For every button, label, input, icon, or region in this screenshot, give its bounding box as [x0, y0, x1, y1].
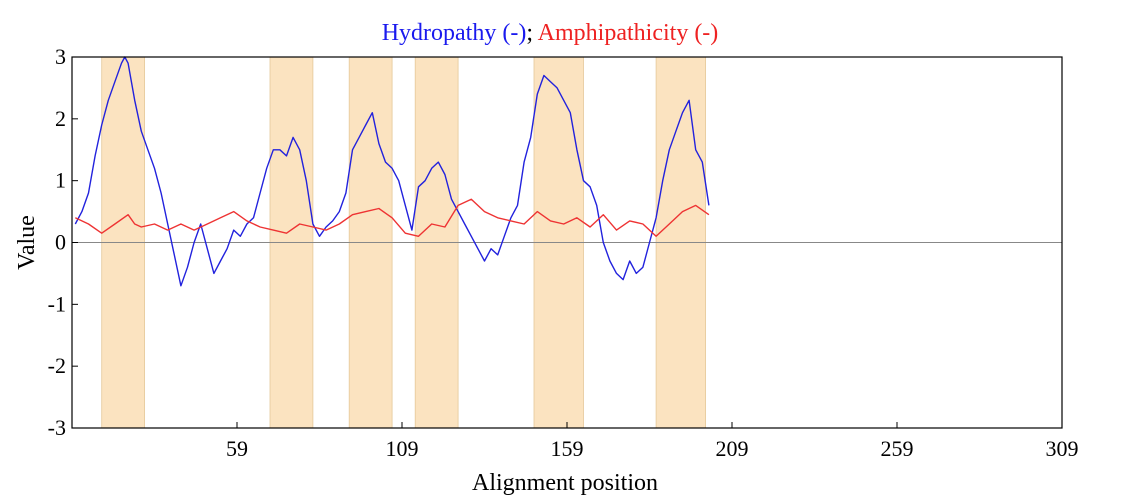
chart-title: Hydropathy (-); Amphipathicity (-): [382, 20, 719, 46]
title-part-0: Hydropathy (-): [382, 20, 527, 46]
series-line-1: [74, 56, 710, 287]
x-tick-label: 309: [1046, 436, 1079, 461]
x-tick-label: 209: [716, 436, 749, 461]
x-tick-label: 109: [386, 436, 419, 461]
series-lines: [74, 56, 710, 287]
y-axis-ticks: 3 2 1 0 -1 -2 -3: [48, 44, 78, 440]
x-tick-label: 159: [551, 436, 584, 461]
x-tick-label: 59: [226, 436, 248, 461]
y-tick-label: -3: [48, 415, 66, 440]
title-part-1: ;: [526, 20, 537, 46]
y-tick-label: -1: [48, 291, 66, 316]
title-part-2: Amphipathicity (-): [538, 20, 719, 46]
y-tick-label: 0: [55, 230, 66, 255]
x-axis-ticks: 59 109 159 209 259 309: [226, 422, 1079, 461]
y-tick-label: 1: [55, 168, 66, 193]
y-axis-label: Value: [14, 215, 40, 270]
x-tick-label: 259: [881, 436, 914, 461]
x-axis-label: Alignment position: [472, 470, 658, 496]
y-tick-label: 3: [55, 44, 66, 69]
series-line-2: [75, 198, 710, 238]
y-tick-label: -2: [48, 353, 66, 378]
y-tick-label: 2: [55, 106, 66, 131]
